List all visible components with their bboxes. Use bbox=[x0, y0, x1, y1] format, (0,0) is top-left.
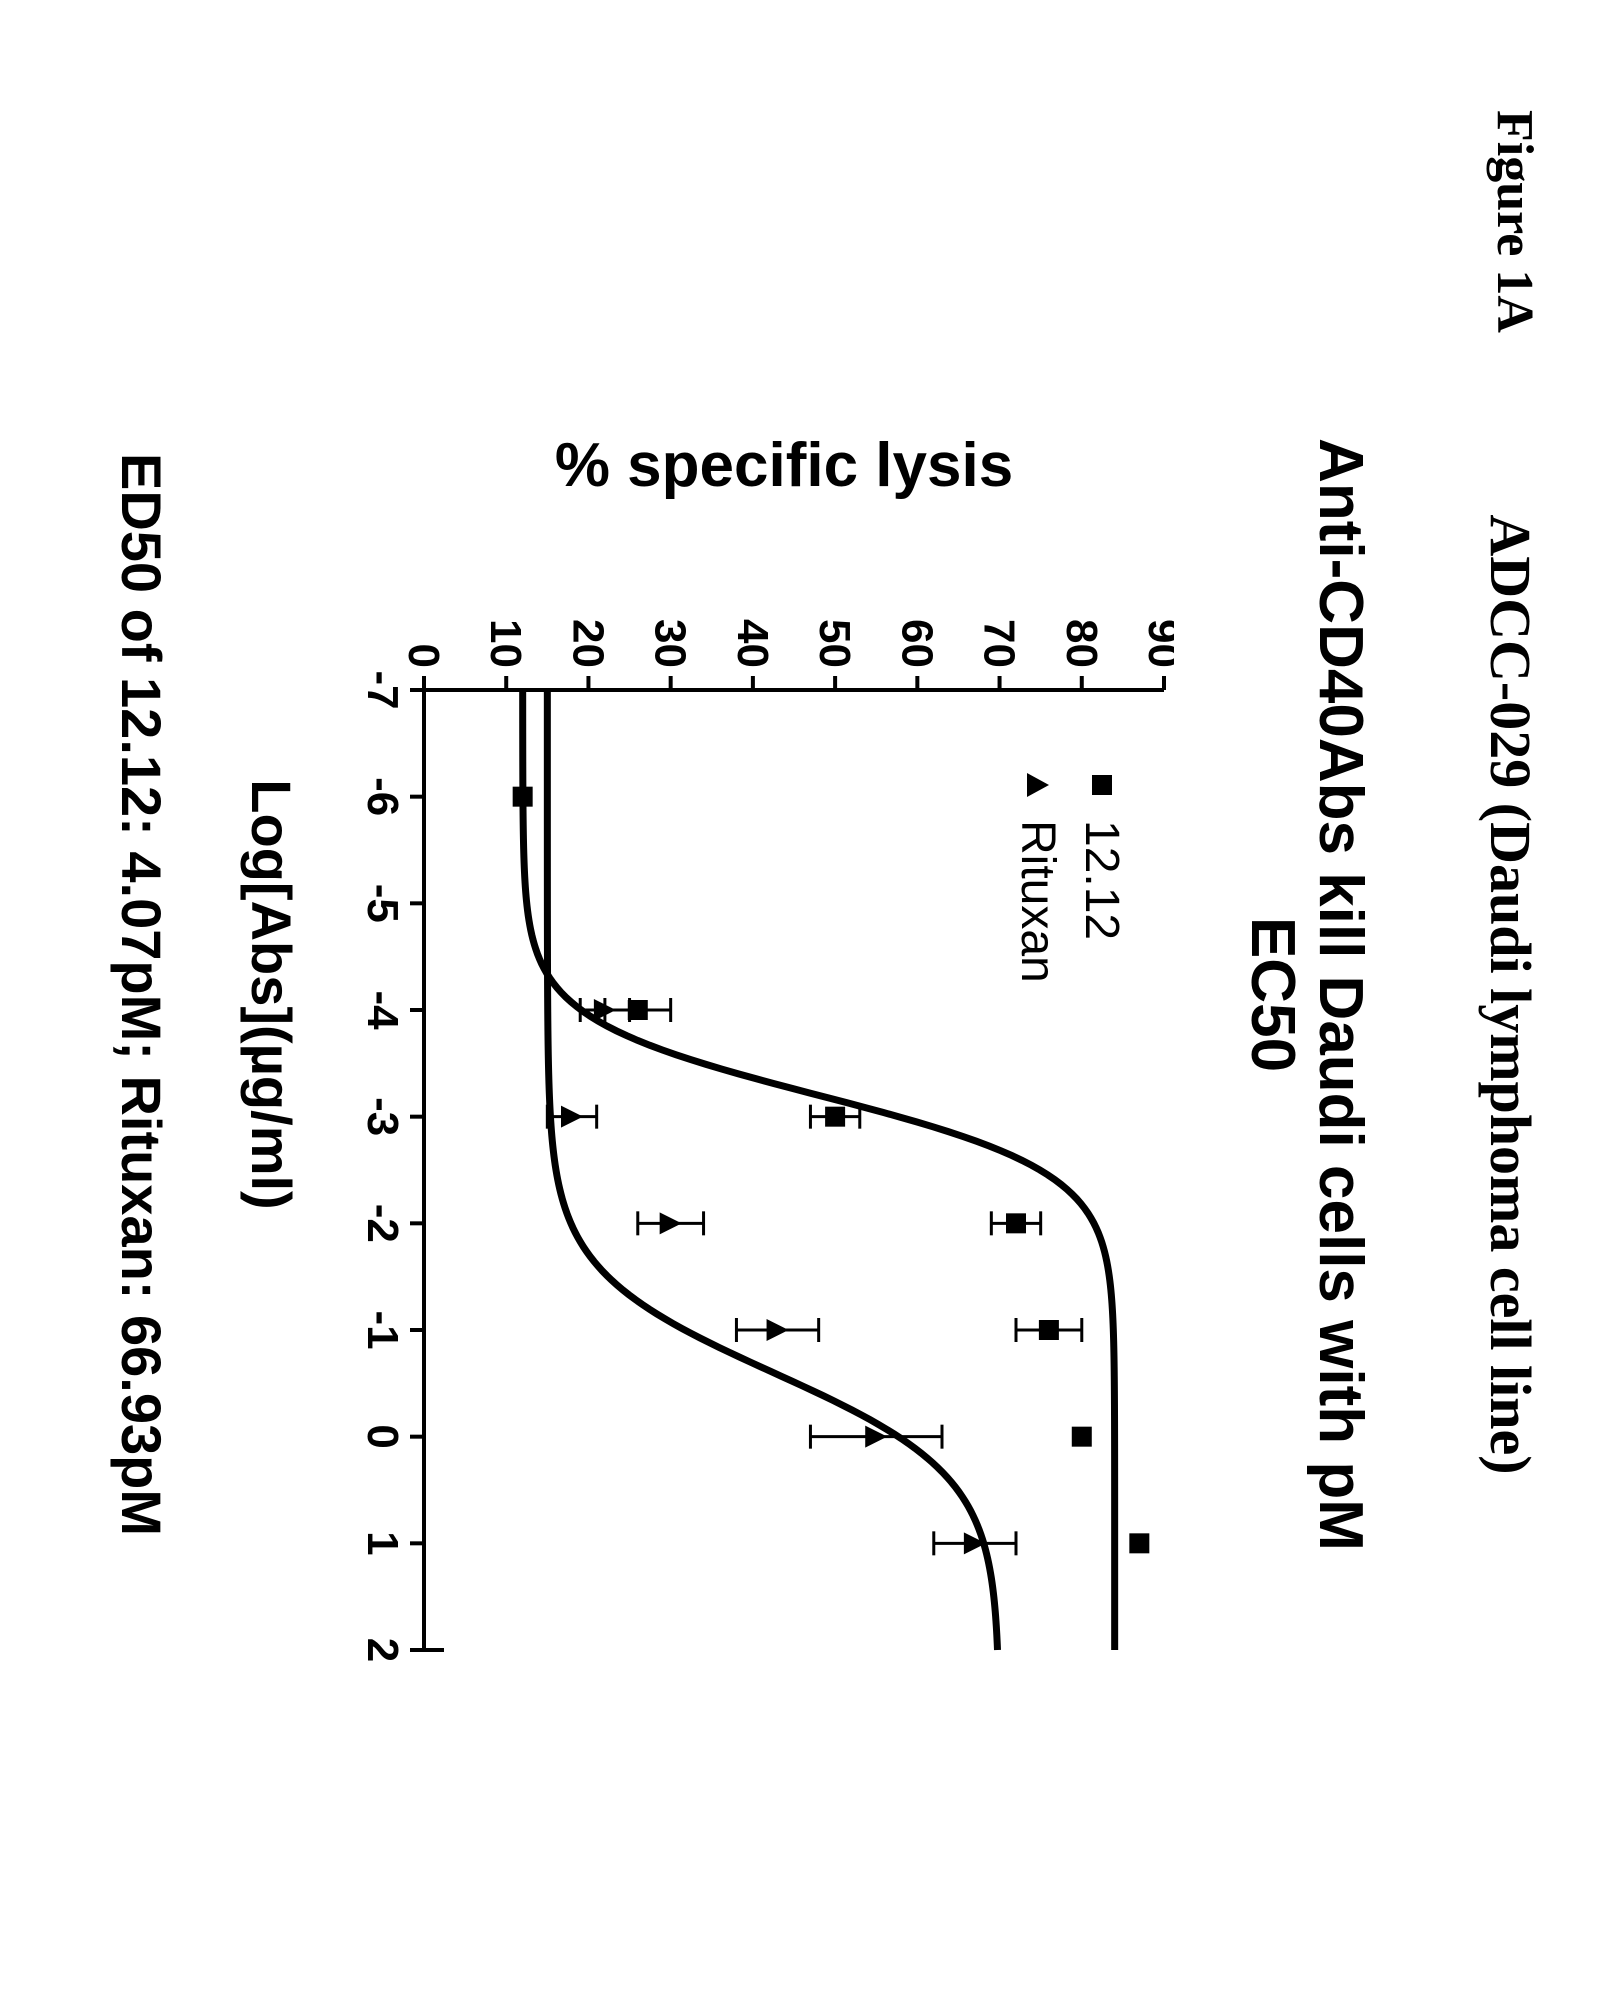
svg-text:1: 1 bbox=[358, 1531, 407, 1555]
chart-title-line2: EC50 bbox=[1238, 917, 1307, 1072]
chart-title-line1: Anti-CD40Abs kill Daudi cells with pM bbox=[1306, 438, 1375, 1551]
svg-text:-2: -2 bbox=[358, 1204, 407, 1243]
legend-label-2: Rituxan bbox=[1011, 820, 1066, 983]
legend-row-2: Rituxan bbox=[1006, 770, 1070, 983]
svg-text:20: 20 bbox=[563, 619, 612, 668]
triangle-icon bbox=[1023, 770, 1053, 800]
svg-text:2: 2 bbox=[358, 1638, 407, 1662]
svg-text:-7: -7 bbox=[358, 670, 407, 709]
chart-plot-area: 0102030405060708090-7-6-5-4-3-2-1012 bbox=[394, 600, 1174, 1700]
svg-text:-4: -4 bbox=[358, 990, 407, 1030]
legend-row-1: 12.12 bbox=[1070, 770, 1134, 983]
svg-text:70: 70 bbox=[975, 619, 1024, 668]
footer-caption: ED50 of 12.12: 4.07pM; Rituxan: 66.93pM bbox=[109, 0, 174, 1989]
svg-text:-3: -3 bbox=[358, 1097, 407, 1136]
page: Figure 1A ADCC-029 (Daudi lymphoma cell … bbox=[0, 0, 1614, 1989]
svg-text:10: 10 bbox=[481, 619, 530, 668]
legend-label-1: 12.12 bbox=[1075, 820, 1130, 940]
square-icon bbox=[1087, 770, 1117, 800]
y-axis-label: % specific lysis bbox=[555, 430, 1013, 501]
chart-title: Anti-CD40Abs kill Daudi cells with pM EC… bbox=[1238, 0, 1374, 1989]
svg-text:-5: -5 bbox=[358, 884, 407, 923]
svg-text:50: 50 bbox=[810, 619, 859, 668]
legend: 12.12 Rituxan bbox=[1006, 770, 1134, 983]
svg-text:40: 40 bbox=[728, 619, 777, 668]
svg-text:60: 60 bbox=[892, 619, 941, 668]
svg-text:90: 90 bbox=[1139, 619, 1174, 668]
main-title: ADCC-029 (Daudi lymphoma cell line) bbox=[1477, 0, 1544, 1989]
svg-text:0: 0 bbox=[358, 1424, 407, 1448]
svg-text:80: 80 bbox=[1057, 619, 1106, 668]
svg-text:-6: -6 bbox=[358, 777, 407, 816]
svg-text:30: 30 bbox=[646, 619, 695, 668]
svg-text:-1: -1 bbox=[358, 1310, 407, 1349]
x-axis-label: Log[Abs](µg/ml) bbox=[239, 0, 304, 1989]
chart-svg: 0 10 20 30 40 50 60 70 80 90 -7 -6 -5 -4 -3 -2 -1 0 1 2 bbox=[344, 600, 1174, 1700]
rotated-canvas: Figure 1A ADCC-029 (Daudi lymphoma cell … bbox=[0, 0, 1614, 1989]
svg-text:0: 0 bbox=[399, 644, 448, 668]
